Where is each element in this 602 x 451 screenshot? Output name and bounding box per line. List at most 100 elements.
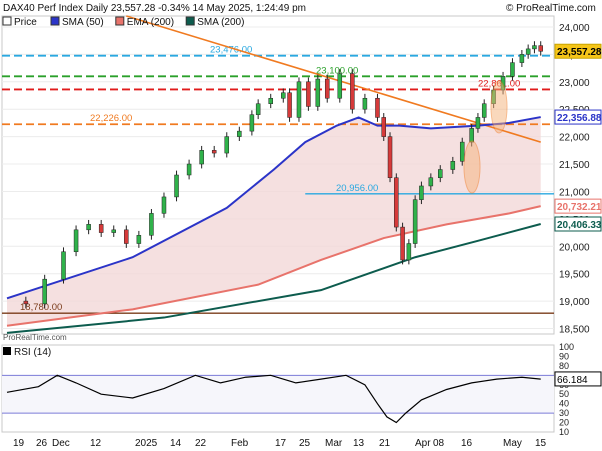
candle <box>237 130 242 137</box>
rsi-tick-label: 90 <box>559 351 569 361</box>
candle <box>538 45 543 52</box>
price-tag-label: 23,557.28 <box>557 47 602 58</box>
legend-swatch <box>50 16 60 26</box>
source-label: ProRealTime.com <box>3 333 67 342</box>
rsi-tick-label: 40 <box>559 399 569 409</box>
candle <box>136 235 142 244</box>
x-tick-label: 16 <box>461 438 473 449</box>
x-tick-label: 12 <box>90 438 102 449</box>
price-tag-label: 20,732.21 <box>557 202 602 213</box>
candle <box>73 229 79 253</box>
candle <box>350 73 355 110</box>
rsi-band <box>2 375 554 414</box>
candle <box>419 185 424 200</box>
level-label: 18,780.00 <box>20 302 62 313</box>
candle <box>186 163 192 176</box>
trendline <box>126 15 541 143</box>
y-tick-label: 23,000 <box>559 78 590 89</box>
price-tag-label: 20,406.33 <box>557 220 602 231</box>
candle <box>255 103 261 115</box>
x-tick-label: Dec <box>52 438 70 449</box>
candle <box>296 81 302 118</box>
legend-label: SMA (200) <box>197 17 244 28</box>
candle <box>111 229 116 233</box>
x-tick-label: Apr <box>415 438 431 449</box>
rsi-tick-label: 20 <box>559 418 569 428</box>
x-tick-label: 15 <box>535 438 547 449</box>
candle <box>481 103 487 118</box>
candle <box>174 174 179 198</box>
highlight-ellipse <box>490 80 508 134</box>
x-tick-label: 13 <box>353 438 365 449</box>
candle <box>224 136 230 154</box>
candle <box>287 92 292 118</box>
candle <box>400 226 405 261</box>
candle <box>381 117 386 137</box>
sma-ema-band <box>7 117 541 326</box>
y-tick-label: 24,000 <box>559 23 590 34</box>
candle <box>459 141 465 162</box>
rsi-value-label: 66.184 <box>557 375 588 386</box>
candle <box>519 54 525 63</box>
candle <box>281 92 286 99</box>
legend-label: Price <box>14 17 37 28</box>
candle <box>412 199 418 244</box>
level-label: 23,100.00 <box>316 65 358 76</box>
x-tick-label: 2025 <box>135 438 158 449</box>
rsi-tick-label: 100 <box>559 342 574 352</box>
x-tick-label: May <box>503 438 522 449</box>
watermark: © ProRealTime.com <box>506 3 596 14</box>
rsi-tick-label: 50 <box>559 389 569 399</box>
rsi-tick-label: 10 <box>559 427 569 437</box>
candle <box>268 97 273 104</box>
candle <box>532 45 537 50</box>
legend-swatch <box>2 16 12 26</box>
candle <box>161 196 167 214</box>
series-line <box>6 205 541 327</box>
candle <box>469 128 474 143</box>
y-tick-label: 20,000 <box>559 242 590 253</box>
candle <box>375 97 380 118</box>
candle <box>428 177 434 187</box>
x-tick-label: Mar <box>325 438 343 449</box>
x-tick-label: 21 <box>379 438 391 449</box>
highlight-ellipse <box>463 140 481 194</box>
series-line <box>6 223 541 334</box>
candle <box>337 73 343 99</box>
x-tick-label: 08 <box>433 438 445 449</box>
y-tick-label: 18,500 <box>559 325 590 336</box>
legend-swatch <box>115 16 125 26</box>
rsi-title: RSI (14) <box>14 347 51 358</box>
rsi-tick-label: 80 <box>559 361 569 371</box>
level-label: 23,476.00 <box>210 45 252 56</box>
candle <box>86 224 91 231</box>
price-tag <box>554 43 602 59</box>
candle <box>394 177 399 228</box>
candle <box>23 300 29 305</box>
rsi-line <box>6 374 541 424</box>
candle <box>510 62 515 77</box>
x-tick-label: 14 <box>170 438 182 449</box>
rsi-swatch <box>3 347 11 355</box>
candle <box>199 150 204 165</box>
y-tick-label: 19,500 <box>559 270 590 281</box>
price-tag <box>554 109 602 125</box>
candle <box>61 251 66 280</box>
candle <box>406 243 412 261</box>
y-tick-label: 21,000 <box>559 187 590 198</box>
level-label: 20,956.00 <box>336 183 378 194</box>
candle <box>306 81 311 107</box>
candle <box>211 150 217 154</box>
y-tick-label: 21,500 <box>559 160 590 171</box>
x-tick-label: 19 <box>13 438 25 449</box>
candle <box>324 78 330 99</box>
x-tick-label: 17 <box>275 438 287 449</box>
candle <box>124 229 129 244</box>
candle <box>42 278 47 305</box>
y-tick-label: 22,000 <box>559 133 590 144</box>
candle <box>475 117 481 129</box>
candle <box>387 136 393 178</box>
candle <box>98 224 104 233</box>
